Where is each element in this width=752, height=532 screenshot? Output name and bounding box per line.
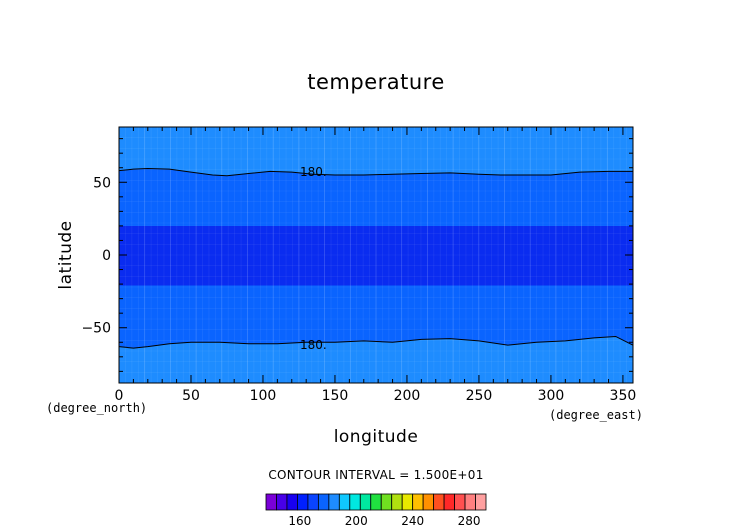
contour-label: 180. [300, 165, 327, 179]
colorbar-swatch [317, 493, 330, 511]
x-tick-label: 100 [250, 388, 277, 404]
x-tick-label: 200 [394, 388, 421, 404]
colorbar-swatch [328, 493, 340, 511]
north-mid-region [119, 168, 633, 226]
colorbar-swatch [307, 493, 319, 511]
colorbar-swatch [464, 493, 476, 511]
colorbar-swatch [412, 493, 424, 511]
south-outer-region [119, 336, 633, 383]
x-tick-label: 300 [538, 388, 565, 404]
x-tick-label: 350 [610, 388, 637, 404]
colorbar-swatch [380, 493, 393, 511]
colorbar-swatch [422, 493, 435, 511]
contour-line-north [119, 167, 633, 177]
colorbar-swatch [286, 493, 298, 511]
colorbar-swatch [391, 493, 403, 511]
colorbar-swatch [370, 493, 382, 511]
x-tick-label: 50 [182, 388, 200, 404]
colorbar-swatch [359, 493, 372, 511]
colorbar-swatch [349, 493, 361, 511]
colorbar-swatch [475, 493, 487, 511]
chart-title: temperature [307, 70, 445, 94]
band-equatorial [119, 225, 633, 286]
x-tick-label: 250 [466, 388, 493, 404]
colorbar-swatch [297, 493, 309, 511]
colorbar-swatch [276, 493, 288, 511]
x-tick-label: 150 [322, 388, 349, 404]
x-axis-label: longitude [333, 427, 419, 447]
colorbar-swatch [265, 493, 277, 511]
colorbar-tick-label: 160 [288, 514, 311, 528]
y-unit-label: (degree_east) [549, 408, 643, 422]
colorbar-swatch [454, 493, 466, 511]
colorbar-swatch [443, 493, 455, 511]
contour-label: 180. [300, 338, 327, 352]
colorbar-tick-label: 200 [345, 514, 368, 528]
plot-area: 180. 180. [119, 127, 633, 383]
y-tick-label: 50 [93, 175, 111, 191]
colorbar-swatch [433, 493, 445, 511]
colorbar-tick-label: 240 [401, 514, 424, 528]
x-unit-label: (degree_north) [46, 401, 148, 415]
colorbar-swatch [338, 493, 351, 511]
colorbar-swatch [401, 493, 414, 511]
contour-line-south [119, 335, 633, 349]
north-outer-region [119, 127, 633, 176]
x-tick-label: 0 [115, 388, 124, 404]
south-mid-region [119, 285, 633, 349]
colorbar-tick-label: 280 [458, 514, 481, 528]
contour-interval-label: CONTOUR INTERVAL = 1.500E+01 [268, 468, 484, 482]
y-tick-label: 0 [102, 248, 111, 264]
y-tick-label: −50 [81, 321, 111, 337]
